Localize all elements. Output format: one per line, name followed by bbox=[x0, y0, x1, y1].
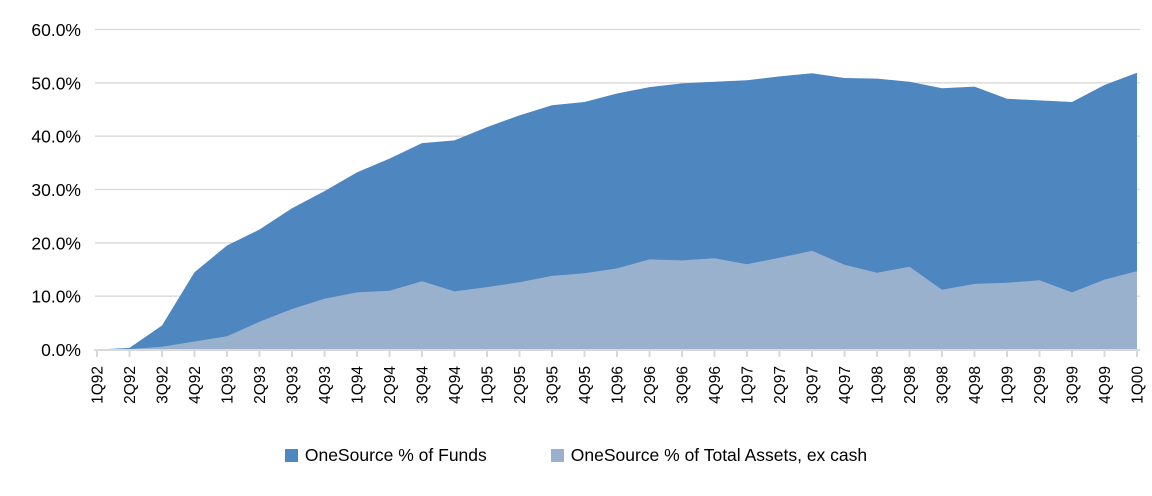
legend-label: OneSource % of Total Assets, ex cash bbox=[570, 444, 868, 465]
x-axis-label: 3Q94 bbox=[415, 366, 432, 404]
y-axis-labels-group: 0.0% 10.0% 20.0% 30.0% 40.0% 50.0% 60.0% bbox=[31, 20, 81, 360]
x-axis-label: 4Q96 bbox=[707, 366, 724, 404]
x-axis-label: 2Q95 bbox=[512, 366, 529, 404]
x-axis-label: 2Q92 bbox=[122, 366, 139, 404]
legend: OneSource % of Funds OneSource % of Total… bbox=[0, 440, 1152, 470]
x-axis-label: 4Q95 bbox=[577, 366, 594, 404]
x-axis-label: 2Q98 bbox=[902, 366, 919, 404]
legend-item-funds: OneSource % of Funds bbox=[284, 444, 487, 466]
y-axis-label: 50.0% bbox=[31, 73, 81, 93]
x-axis-labels-group: 1Q92 2Q92 3Q92 4Q92 1Q93 2Q93 3Q93 4Q93 1Q94 2Q94… bbox=[90, 366, 1147, 404]
legend-item-assets: OneSource % of Total Assets, ex cash bbox=[550, 444, 868, 466]
y-axis-label: 20.0% bbox=[31, 233, 81, 253]
y-axis-label: 60.0% bbox=[31, 20, 81, 40]
x-axis-label: 1Q96 bbox=[610, 366, 627, 404]
x-axis-label: 4Q93 bbox=[317, 366, 334, 404]
x-axis-label: 4Q98 bbox=[967, 366, 984, 404]
x-axis-label: 1Q94 bbox=[350, 366, 367, 404]
x-axis-label: 3Q99 bbox=[1065, 366, 1082, 404]
x-axis-label: 4Q99 bbox=[1097, 366, 1114, 404]
x-axis-label: 3Q96 bbox=[675, 366, 692, 404]
y-axis-label: 30.0% bbox=[31, 180, 81, 200]
x-axis-label: 1Q99 bbox=[1000, 366, 1017, 404]
y-axis-label: 10.0% bbox=[31, 287, 81, 307]
x-axis-label: 4Q94 bbox=[447, 366, 464, 404]
legend-swatch-icon bbox=[550, 448, 564, 462]
x-axis-label: 2Q93 bbox=[252, 366, 269, 404]
x-axis-label: 1Q93 bbox=[220, 366, 237, 404]
x-axis-label: 1Q00 bbox=[1130, 366, 1147, 404]
x-axis-label: 3Q92 bbox=[155, 366, 172, 404]
y-axis-label: 40.0% bbox=[31, 127, 81, 147]
x-axis-group bbox=[94, 349, 1140, 357]
x-axis-label: 3Q93 bbox=[285, 366, 302, 404]
x-axis-label: 3Q98 bbox=[935, 366, 952, 404]
x-axis-label: 1Q92 bbox=[90, 366, 107, 404]
x-axis-label: 4Q97 bbox=[837, 366, 854, 404]
series-area-assets bbox=[97, 250, 1137, 350]
x-axis-label: 2Q97 bbox=[772, 366, 789, 404]
legend-label: OneSource % of Funds bbox=[304, 444, 487, 465]
series-areas-group bbox=[97, 72, 1137, 350]
x-axis-label: 1Q95 bbox=[480, 366, 497, 404]
x-axis-label: 3Q97 bbox=[805, 366, 822, 404]
legend-swatch-icon bbox=[284, 448, 298, 462]
x-axis-label: 2Q96 bbox=[642, 366, 659, 404]
x-axis-label: 3Q95 bbox=[545, 366, 562, 404]
x-axis-label: 2Q99 bbox=[1032, 366, 1049, 404]
x-axis-label: 2Q94 bbox=[382, 366, 399, 404]
x-axis-label: 1Q97 bbox=[740, 366, 757, 404]
x-axis-label: 1Q98 bbox=[870, 366, 887, 404]
y-axis-label: 0.0% bbox=[41, 340, 81, 360]
x-axis-label: 4Q92 bbox=[187, 366, 204, 404]
